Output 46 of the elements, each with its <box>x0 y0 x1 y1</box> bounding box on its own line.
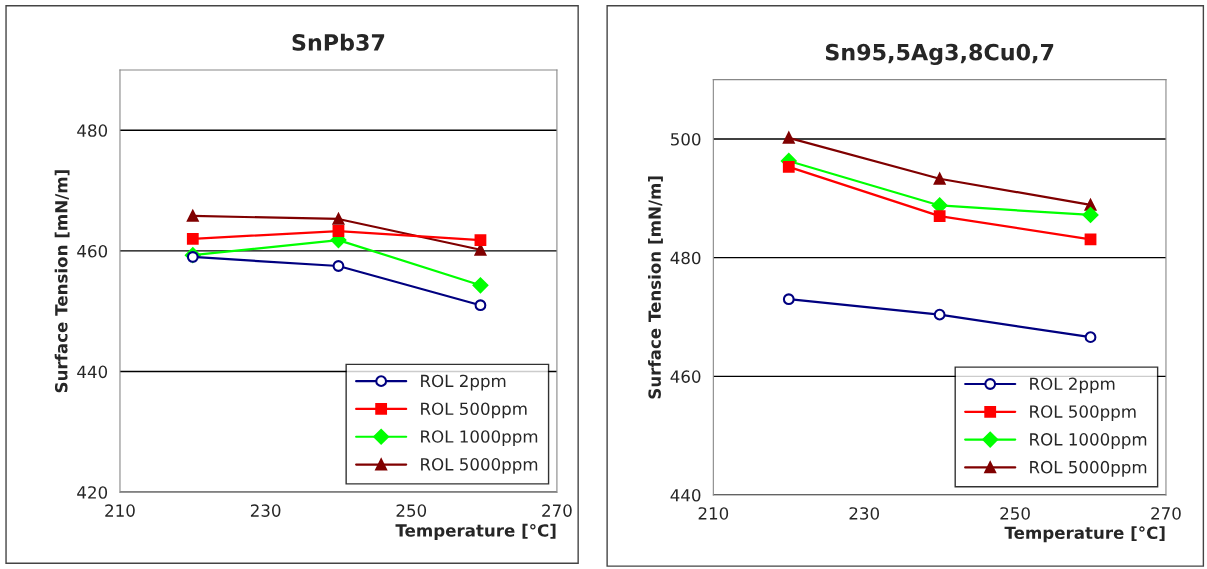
point <box>1084 233 1097 246</box>
legend-label: ROL 1000ppm <box>1030 433 1147 449</box>
point <box>933 308 946 321</box>
legend-label: ROL 1000ppm <box>421 430 538 447</box>
point <box>186 232 199 245</box>
chart-title: SnPb37 <box>292 33 385 51</box>
y-tick-label: 500 <box>671 132 701 146</box>
y-tick-label: 480 <box>670 251 701 265</box>
legend-label: ROL 5000ppm <box>421 458 538 474</box>
x-tick-label: 270 <box>1151 507 1181 520</box>
x-tick-label: 250 <box>1000 507 1030 520</box>
legend-label: ROL 500ppm <box>421 402 527 419</box>
point <box>933 210 946 223</box>
legend-label: ROL 2ppm <box>421 374 506 391</box>
point <box>474 234 487 246</box>
legend-label: ROL 5000ppm <box>1030 460 1147 477</box>
x-tick-label: 210 <box>105 504 135 517</box>
x-tick-label: 270 <box>542 504 572 517</box>
y-tick-label: 460 <box>77 244 108 258</box>
chart-title: Sn95,5Ag3,8Cu0,7 <box>825 43 1054 66</box>
point <box>332 225 345 237</box>
point <box>782 131 795 144</box>
point <box>933 172 946 185</box>
x-tick-label: 230 <box>250 504 281 517</box>
x-tick-label: 250 <box>396 504 427 517</box>
x-axis-title: Temperature [°C] <box>395 523 556 540</box>
point <box>1084 331 1097 344</box>
point <box>332 260 345 272</box>
y-tick-label: 440 <box>670 488 701 502</box>
point <box>1082 207 1099 223</box>
y-tick-label: 480 <box>77 124 108 137</box>
x-axis-title: Temperature [°C] <box>1004 526 1165 543</box>
x-tick-label: 210 <box>698 507 729 520</box>
point <box>332 213 345 225</box>
y-tick-label: 460 <box>670 370 701 383</box>
point <box>782 293 795 306</box>
legend-label: ROL 2ppm <box>1030 377 1115 394</box>
legend-label: ROL 500ppm <box>1030 405 1136 422</box>
y-tick-label: 440 <box>77 365 108 379</box>
y-axis-title: Surface Tension [mN/m] <box>648 176 663 399</box>
y-axis-title: Surface Tension [mN/m] <box>54 170 70 393</box>
point <box>782 160 795 173</box>
point <box>474 299 487 312</box>
point <box>472 277 489 294</box>
y-tick-label: 420 <box>77 486 108 499</box>
x-tick-label: 230 <box>849 507 880 520</box>
